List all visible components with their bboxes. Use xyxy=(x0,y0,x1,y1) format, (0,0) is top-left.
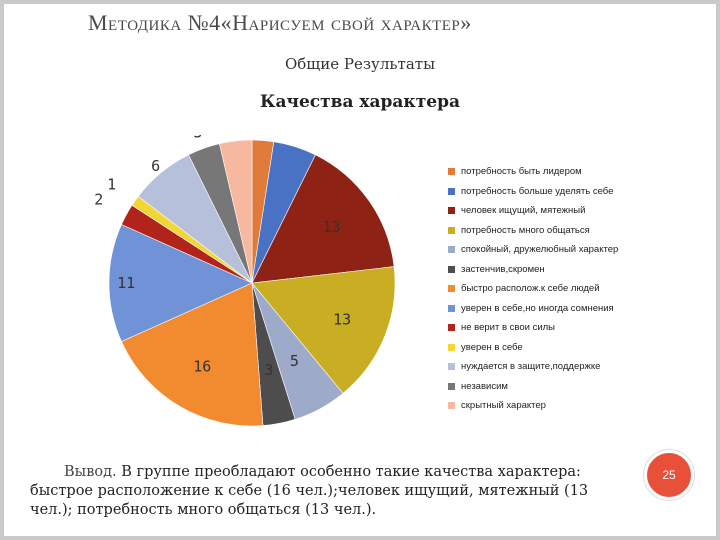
legend-item: быстро располож.к себе людей xyxy=(448,280,698,300)
legend-label: уверен в себе xyxy=(461,341,523,353)
legend-swatch xyxy=(448,324,455,331)
pie-slice xyxy=(219,139,253,284)
legend-swatch xyxy=(448,207,455,214)
legend-item: застенчив,скромен xyxy=(448,261,698,281)
legend-swatch xyxy=(448,226,455,234)
legend-item: потребность больше уделять себе xyxy=(448,183,698,203)
legend-item: потребность много общаться xyxy=(448,222,698,242)
legend-item: не верит в свои силы xyxy=(448,319,698,339)
legend-item: спокойный, дружелюбный характер xyxy=(448,241,698,261)
legend-item: уверен в себе xyxy=(448,339,698,359)
pie-data-label: 3 xyxy=(193,135,202,141)
slide-title: Методика №4«Нарисуем свой характер» xyxy=(88,10,472,35)
conclusion-text: Вывод. В группе преобладают особенно так… xyxy=(30,463,620,520)
legend-item: нуждается в защите,поддержке xyxy=(448,358,698,378)
legend-item: потребность быть лидером xyxy=(448,163,698,183)
legend-label: быстро располож.к себе людей xyxy=(461,283,600,294)
pie-data-label: 1 xyxy=(107,175,116,193)
legend-item: человек ищущий, мятежный xyxy=(448,202,698,222)
legend-swatch xyxy=(448,363,455,370)
pie-data-label: 11 xyxy=(117,274,135,292)
legend-item: уверен в себе,но иногда сомнения xyxy=(448,300,698,320)
legend-swatch xyxy=(448,265,455,273)
conclusion-body: В группе преобладают особенно такие каче… xyxy=(30,464,589,518)
legend-swatch xyxy=(448,246,455,253)
legend-label: потребность больше уделять себе xyxy=(461,185,614,197)
legend-item: независим xyxy=(448,378,698,398)
chart-legend: потребность быть лидером потребность боль… xyxy=(448,163,698,417)
conclusion-label: Вывод. xyxy=(64,464,117,480)
legend-label: потребность быть лидером xyxy=(461,166,582,177)
pie-slice xyxy=(108,224,253,342)
legend-swatch xyxy=(448,402,455,409)
legend-swatch xyxy=(448,343,455,351)
legend-label: спокойный, дружелюбный характер xyxy=(461,244,619,255)
pie-slice xyxy=(121,282,264,427)
slide-border-top xyxy=(0,0,720,4)
legend-swatch xyxy=(448,168,455,175)
pie-data-label: 5 xyxy=(290,352,299,370)
legend-label: скрытный характер xyxy=(461,400,546,411)
legend-swatch xyxy=(448,285,455,292)
legend-swatch xyxy=(448,304,455,312)
pie-data-label: 13 xyxy=(333,310,351,328)
pie-data-label: 13 xyxy=(322,218,340,236)
legend-label: застенчив,скромен xyxy=(461,263,545,275)
legend-swatch xyxy=(448,187,455,195)
legend-label: не верит в свои силы xyxy=(461,322,556,333)
pie-slice xyxy=(251,154,395,284)
legend-label: нуждается в защите,поддержке xyxy=(461,361,601,372)
pie-chart: 24131353161121633 xyxy=(95,135,396,427)
slide-border-left xyxy=(0,0,4,540)
slide-border-bottom xyxy=(0,536,720,540)
legend-label: потребность много общаться xyxy=(461,224,590,236)
legend-label: человек ищущий, мятежный xyxy=(461,205,586,216)
legend-label: независим xyxy=(461,380,508,392)
chart-title: Качества характера xyxy=(260,92,460,112)
pie-data-label: 2 xyxy=(95,191,103,209)
legend-swatch xyxy=(448,382,455,390)
pie-slice xyxy=(251,266,396,394)
page-number-badge: 25 xyxy=(644,450,694,500)
legend-item: скрытный характер xyxy=(448,397,698,417)
slide-border-right xyxy=(716,0,720,540)
pie-data-label: 6 xyxy=(151,157,160,175)
pie-data-label: 3 xyxy=(264,361,273,379)
chart-subtitle: Общие Результаты xyxy=(284,55,436,73)
pie-data-label: 16 xyxy=(193,358,211,376)
legend-label: уверен в себе,но иногда сомнения xyxy=(461,302,614,314)
